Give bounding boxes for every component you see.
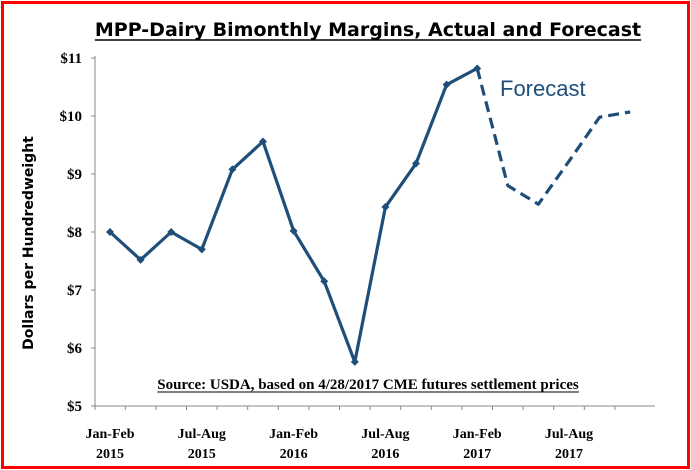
x-tick-labels: Jan-Feb 2015 Jul-Aug 2015 Jan-Feb 2016 Jul-Aug… — [86, 406, 616, 462]
x-tick-label: Jan-Feb — [453, 427, 502, 442]
data-point-marker — [442, 80, 451, 89]
x-tick-label: Jul-Aug — [545, 427, 593, 442]
forecast-annotation: Forecast — [500, 76, 586, 101]
y-tick-label: $7 — [67, 283, 83, 299]
y-tick-label: $8 — [67, 225, 82, 241]
data-point-marker — [167, 228, 176, 236]
y-tick-label: $6 — [67, 341, 83, 357]
y-tick-label: $5 — [67, 399, 82, 415]
y-tick-label: $11 — [60, 51, 82, 67]
data-point-marker — [136, 255, 145, 264]
x-tick-year: 2017 — [555, 447, 583, 462]
data-point-marker — [259, 137, 267, 146]
x-tick-label: Jul-Aug — [178, 427, 226, 442]
data-point-marker — [320, 277, 329, 286]
x-tick-label: Jul-Aug — [361, 427, 409, 442]
y-tick-label: $10 — [60, 109, 83, 125]
data-point-marker — [412, 159, 420, 168]
chart-marks — [106, 64, 631, 366]
data-point-marker — [289, 226, 298, 235]
actual-series-line — [108, 66, 478, 364]
x-tick-label: Jan-Feb — [269, 427, 318, 442]
x-tick-year: 2015 — [188, 447, 216, 462]
y-axis-label: Dollars per Hundredweight — [21, 136, 37, 350]
x-tick-year: 2016 — [280, 447, 308, 462]
source-note: Source: USDA, based on 4/28/2017 CME fut… — [157, 377, 579, 393]
data-point-marker — [350, 357, 359, 366]
data-point-marker — [106, 228, 114, 236]
x-tick-year: 2017 — [463, 447, 491, 462]
data-point-marker — [228, 165, 237, 174]
data-point-marker — [381, 203, 390, 212]
x-tick-year: 2016 — [371, 447, 399, 462]
x-tick-year: 2015 — [96, 447, 124, 462]
chart-title: MPP-Dairy Bimonthly Margins, Actual and … — [95, 19, 641, 41]
y-tick-labels: $5 $6 $7 $8 $9 $10 $11 — [60, 51, 95, 415]
y-tick-label: $9 — [67, 167, 82, 183]
x-tick-label: Jan-Feb — [86, 427, 135, 442]
data-point-marker — [197, 245, 206, 254]
